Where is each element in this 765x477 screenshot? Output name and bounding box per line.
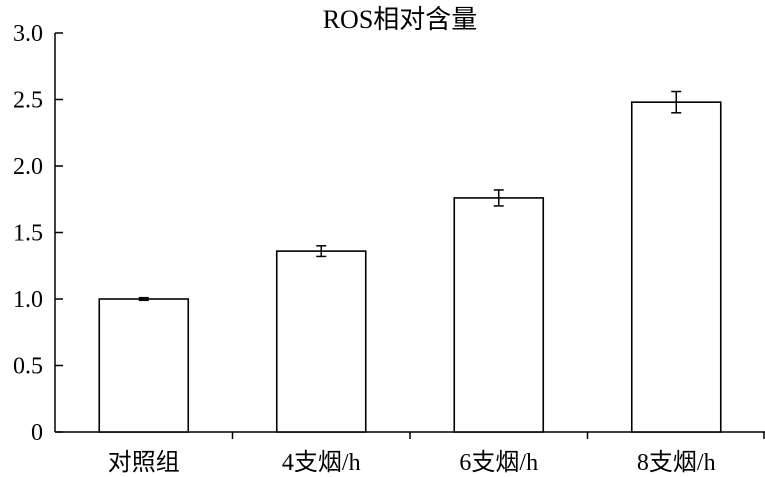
y-tick-label: 2.5 [13,88,43,114]
bar [275,250,367,433]
bar [630,101,722,433]
y-tick-label: 0 [31,420,43,446]
bar [453,197,545,433]
bar [98,298,190,433]
y-tick-label: 1.0 [13,287,43,313]
chart-title: ROS相对含量 [323,5,478,34]
y-tick-label: 3.0 [13,21,43,47]
y-tick-label: 0.5 [13,354,43,380]
x-category-label: 6支烟/h [459,449,538,476]
error-bars-group [138,90,682,302]
x-category-label: 8支烟/h [637,449,716,476]
bars-group [98,101,722,433]
x-category-label: 对照组 [108,449,180,476]
y-tick-label: 1.5 [13,221,43,247]
y-tick-label: 2.0 [13,154,43,180]
axes: 0 0.5 1.0 1.5 2.0 2.5 3.0 对照组 4支烟/h 6支烟/h 8支烟/h [13,21,765,476]
x-category-label: 4支烟/h [282,449,361,476]
